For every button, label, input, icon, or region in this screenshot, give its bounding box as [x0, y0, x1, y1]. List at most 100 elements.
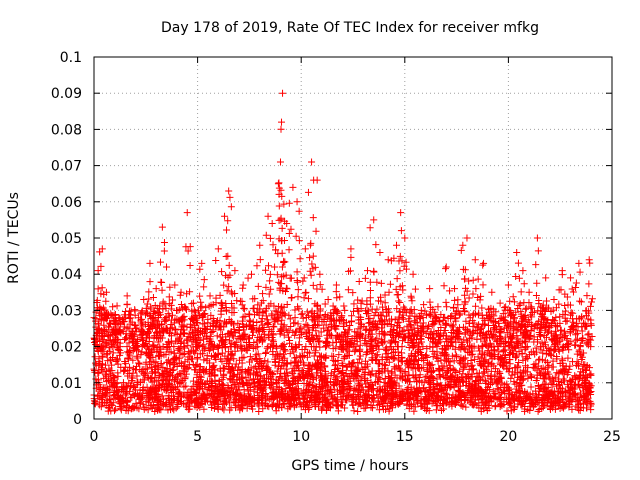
data-point [463, 374, 471, 382]
data-point [109, 391, 117, 399]
data-point [350, 391, 358, 399]
data-point [292, 385, 300, 393]
data-point [553, 369, 561, 377]
data-point [202, 395, 210, 403]
data-point [387, 369, 395, 377]
data-point [210, 366, 218, 374]
data-point [230, 371, 238, 379]
data-point [275, 216, 283, 224]
data-point [327, 309, 335, 317]
data-point [142, 358, 150, 366]
data-point [361, 274, 369, 282]
data-point [449, 391, 457, 399]
data-point [255, 396, 263, 404]
data-point [432, 315, 440, 323]
data-point [143, 331, 151, 339]
data-point [246, 317, 254, 325]
data-point [580, 387, 588, 395]
data-point [506, 360, 514, 368]
data-point [184, 247, 192, 255]
data-point [150, 395, 158, 403]
data-point [275, 184, 283, 192]
data-point [433, 343, 441, 351]
data-point [472, 377, 480, 385]
data-point [246, 353, 254, 361]
data-point [137, 325, 145, 333]
data-point [112, 325, 120, 333]
data-point [547, 379, 555, 387]
data-point [278, 280, 286, 288]
data-point [551, 317, 559, 325]
data-point [378, 303, 386, 311]
data-point [229, 333, 237, 341]
data-point [231, 343, 239, 351]
data-point [217, 337, 225, 345]
data-point [123, 402, 131, 410]
data-point [98, 399, 106, 407]
data-point [129, 365, 137, 373]
data-point [283, 300, 291, 308]
data-point [367, 403, 375, 411]
data-point [265, 262, 273, 270]
data-point [381, 395, 389, 403]
data-point [114, 372, 122, 380]
data-point [469, 276, 477, 284]
data-point [506, 311, 514, 319]
data-point [222, 399, 230, 407]
data-point [487, 367, 495, 375]
data-point [398, 314, 406, 322]
data-point [203, 355, 211, 363]
data-point [394, 290, 402, 298]
data-point [453, 353, 461, 361]
data-point [272, 407, 280, 415]
data-point [186, 288, 194, 296]
data-point [380, 378, 388, 386]
data-point [131, 321, 139, 329]
data-point [179, 351, 187, 359]
data-point [101, 391, 109, 399]
data-point [363, 401, 371, 409]
data-point [394, 398, 402, 406]
data-point [300, 274, 308, 282]
data-point [275, 302, 283, 310]
data-point [162, 387, 170, 395]
data-point [388, 399, 396, 407]
data-point [411, 360, 419, 368]
data-point [176, 334, 184, 342]
data-point [429, 353, 437, 361]
data-point [205, 370, 213, 378]
data-point [418, 351, 426, 359]
data-point [513, 339, 521, 347]
data-point [518, 400, 526, 408]
data-point [158, 399, 166, 407]
data-point [179, 376, 187, 384]
data-point [139, 386, 147, 394]
data-point [299, 394, 307, 402]
data-point [154, 364, 162, 372]
data-point [376, 359, 384, 367]
data-point [205, 302, 213, 310]
data-point [180, 316, 188, 324]
data-point [507, 318, 515, 326]
data-point [216, 365, 224, 373]
data-point [138, 395, 146, 403]
data-point [151, 323, 159, 331]
data-point-peak [256, 241, 264, 249]
data-point [473, 386, 481, 394]
data-point [545, 395, 553, 403]
data-point [315, 397, 323, 405]
data-point-peak [316, 270, 324, 278]
data-point [272, 315, 280, 323]
data-point [145, 288, 153, 296]
data-point [281, 287, 289, 295]
data-point [289, 328, 297, 336]
data-point [252, 363, 260, 371]
data-point [205, 339, 213, 347]
data-point [188, 307, 196, 315]
data-point [472, 285, 480, 293]
data-point [556, 384, 564, 392]
data-point [259, 377, 267, 385]
data-point [99, 353, 107, 361]
data-point-peak [158, 223, 166, 231]
data-point [488, 330, 496, 338]
